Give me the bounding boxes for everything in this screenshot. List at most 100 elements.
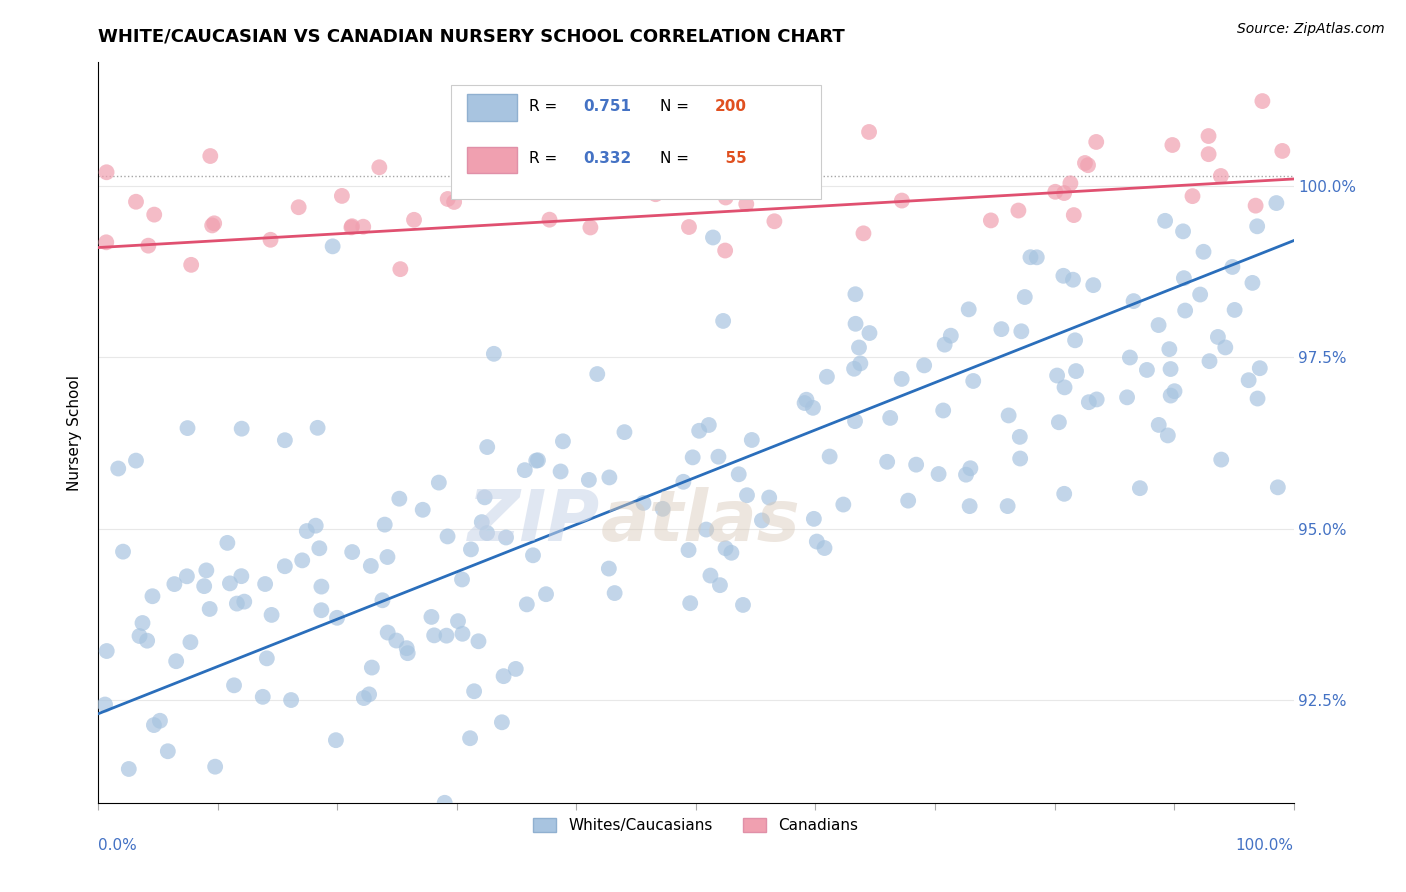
- Point: [233, 594, 256, 608]
- Point: [420, 610, 443, 624]
- Point: [1246, 392, 1268, 406]
- Point: [165, 654, 187, 668]
- Point: [744, 169, 766, 184]
- Point: [274, 434, 297, 448]
- Point: [1064, 333, 1087, 347]
- Point: [308, 541, 330, 556]
- Point: [96, 235, 118, 250]
- Point: [527, 453, 550, 467]
- Point: [368, 161, 391, 175]
- Point: [180, 258, 202, 272]
- Point: [436, 629, 458, 643]
- Point: [412, 503, 434, 517]
- Point: [727, 467, 749, 482]
- Point: [353, 691, 375, 706]
- Text: 0.0%: 0.0%: [98, 838, 138, 853]
- Point: [1267, 480, 1289, 494]
- Point: [603, 586, 626, 600]
- Point: [858, 125, 880, 139]
- Point: [256, 651, 278, 665]
- Point: [1074, 156, 1097, 170]
- Point: [311, 603, 333, 617]
- Point: [141, 589, 163, 603]
- Legend: Whites/Caucasians, Canadians: Whites/Caucasians, Canadians: [527, 813, 865, 839]
- Point: [815, 369, 838, 384]
- Point: [94, 698, 117, 712]
- Point: [193, 579, 215, 593]
- Point: [714, 190, 737, 204]
- Point: [1157, 428, 1180, 442]
- Point: [118, 762, 141, 776]
- Point: [460, 542, 482, 557]
- Point: [433, 796, 456, 810]
- Point: [1047, 415, 1070, 429]
- Point: [492, 669, 515, 683]
- Point: [377, 549, 399, 564]
- Point: [1161, 138, 1184, 153]
- Point: [136, 633, 159, 648]
- Point: [1265, 196, 1288, 211]
- Point: [695, 523, 717, 537]
- Point: [385, 633, 408, 648]
- Text: WHITE/CAUCASIAN VS CANADIAN NURSERY SCHOOL CORRELATION CHART: WHITE/CAUCASIAN VS CANADIAN NURSERY SCHO…: [98, 28, 845, 45]
- Point: [852, 227, 875, 241]
- Point: [980, 213, 1002, 227]
- Point: [793, 396, 815, 410]
- Point: [291, 553, 314, 567]
- Point: [516, 598, 538, 612]
- Text: R =: R =: [529, 99, 562, 114]
- Point: [388, 491, 411, 506]
- Point: [957, 302, 980, 317]
- Point: [402, 212, 425, 227]
- Point: [818, 450, 841, 464]
- Point: [305, 518, 328, 533]
- Point: [550, 465, 572, 479]
- Point: [1244, 199, 1267, 213]
- Point: [849, 356, 872, 370]
- Point: [1025, 250, 1047, 264]
- Point: [436, 529, 458, 543]
- Point: [1147, 318, 1170, 332]
- Point: [803, 512, 825, 526]
- Point: [360, 660, 382, 674]
- Point: [928, 467, 950, 481]
- Point: [107, 461, 129, 475]
- Point: [1271, 144, 1294, 158]
- Point: [1062, 273, 1084, 287]
- Point: [163, 577, 186, 591]
- Point: [538, 212, 561, 227]
- Point: [176, 421, 198, 435]
- Text: atlas: atlas: [600, 487, 800, 556]
- Point: [254, 577, 277, 591]
- Point: [231, 422, 253, 436]
- Point: [1014, 290, 1036, 304]
- Point: [325, 733, 347, 747]
- Point: [447, 614, 470, 628]
- Point: [534, 587, 557, 601]
- Point: [352, 219, 374, 234]
- Point: [222, 678, 245, 692]
- Point: [295, 524, 318, 538]
- Point: [598, 561, 620, 575]
- Text: R =: R =: [529, 151, 562, 166]
- Point: [176, 569, 198, 583]
- Point: [443, 194, 465, 209]
- Point: [1209, 169, 1232, 183]
- Point: [287, 200, 309, 214]
- Point: [274, 559, 297, 574]
- Point: [934, 337, 956, 351]
- Point: [579, 220, 602, 235]
- Point: [876, 455, 898, 469]
- Point: [202, 216, 225, 230]
- Point: [136, 238, 159, 252]
- Point: [131, 615, 153, 630]
- Point: [671, 153, 693, 168]
- FancyBboxPatch shape: [451, 85, 821, 200]
- Point: [1147, 417, 1170, 432]
- Point: [427, 475, 450, 490]
- Point: [1053, 186, 1076, 200]
- Point: [806, 534, 828, 549]
- Point: [423, 628, 446, 642]
- Point: [231, 569, 253, 583]
- Point: [1059, 177, 1081, 191]
